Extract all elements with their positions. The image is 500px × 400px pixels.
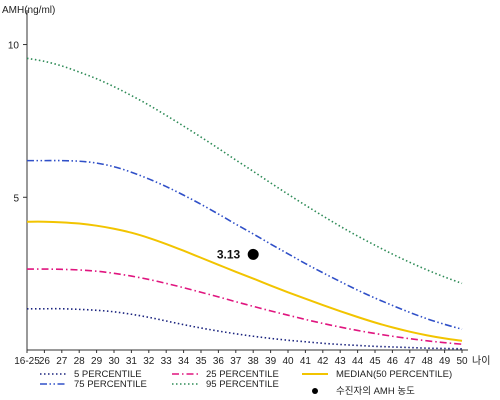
series-lines	[26, 57, 463, 350]
x-tick-label: 37	[230, 356, 242, 367]
patient-amh-point	[247, 248, 259, 260]
x-tick-label: 31	[126, 356, 138, 367]
x-tick-label: 27	[56, 356, 68, 367]
series-line-75-percentile	[26, 159, 463, 330]
x-tick-label: 26	[39, 356, 51, 367]
legend: 5 PERCENTILE 25 PERCENTILE MEDIAN(50 PERCE…	[40, 369, 452, 397]
x-tick-label: 39	[265, 356, 277, 367]
x-tick-label: 35	[195, 356, 207, 367]
series-line-95-percentile	[26, 57, 463, 285]
x-tick-label: 33	[161, 356, 173, 367]
patient-marker: 3.13	[217, 247, 259, 261]
patient-amh-label: 3.13	[217, 247, 241, 261]
legend-label: 5 PERCENTILE	[74, 369, 142, 380]
series-line-median-50-percentile	[26, 220, 463, 342]
x-tick-label: 38	[248, 356, 260, 367]
x-tick-label: 28	[74, 356, 86, 367]
x-tick-label: 29	[91, 356, 103, 367]
x-tick-label: 46	[387, 356, 399, 367]
x-tick-label: 47	[404, 356, 416, 367]
y-tick-label: 5	[13, 193, 19, 204]
legend-marker-swatch	[312, 388, 318, 394]
axes: AMH(ng/ml) 5 10 16-25 26 27 28 29 30 31 32 33 34 35 36…	[2, 5, 490, 367]
legend-label: 25 PERCENTILE	[206, 369, 279, 380]
series-line-25-percentile	[26, 268, 463, 345]
x-tick-label: 44	[352, 356, 364, 367]
y-axis-title: AMH(ng/ml)	[2, 5, 55, 16]
x-tick-label: 48	[422, 356, 434, 367]
legend-label: MEDIAN(50 PERCENTILE)	[336, 369, 452, 380]
x-tick-label: 49	[439, 356, 451, 367]
x-tick-label: 16-25	[14, 356, 40, 367]
x-axis-title: 나이	[472, 355, 490, 367]
x-tick-label: 30	[108, 356, 120, 367]
legend-marker-label: 수진자의 AMH 농도	[336, 386, 415, 397]
x-tick-label: 45	[369, 356, 381, 367]
x-tick-label: 50	[456, 356, 468, 367]
x-tick-label: 40	[282, 356, 294, 367]
x-tick-label: 34	[178, 356, 190, 367]
y-tick-label: 10	[8, 41, 20, 52]
legend-label: 95 PERCENTILE	[206, 379, 279, 390]
x-tick-label: 32	[143, 356, 155, 367]
x-tick-label: 36	[213, 356, 225, 367]
x-tick-label: 41	[300, 356, 312, 367]
x-tick-label: 42	[317, 356, 329, 367]
legend-label: 75 PERCENTILE	[74, 379, 147, 390]
x-tick-label: 43	[335, 356, 347, 367]
